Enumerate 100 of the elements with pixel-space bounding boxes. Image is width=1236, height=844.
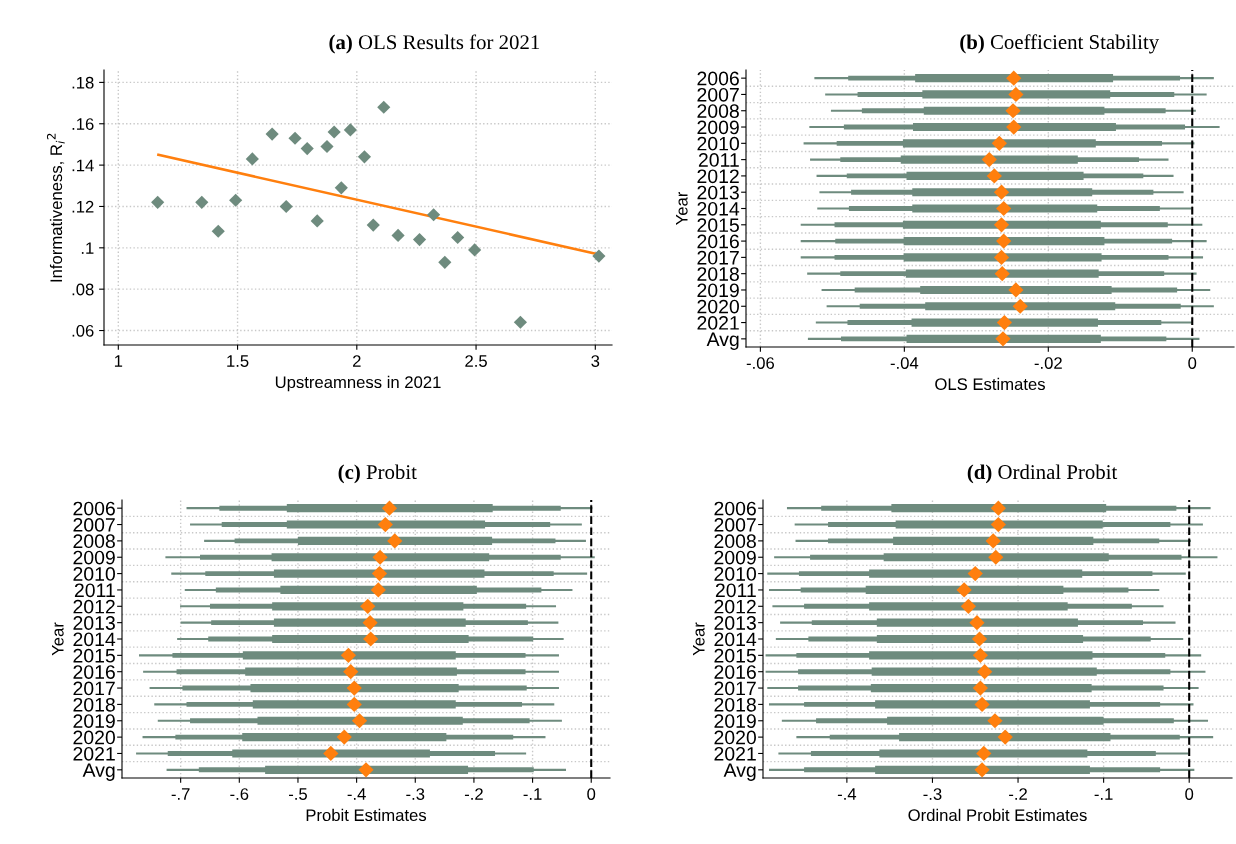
point <box>974 762 990 778</box>
point <box>323 745 339 762</box>
x-axis-title: Probit Estimates <box>306 808 427 822</box>
point <box>366 218 380 232</box>
y-tick-label: 2020 <box>714 730 756 745</box>
y-tick-label: 2011 <box>715 583 756 598</box>
point <box>972 647 988 663</box>
y-tick-label: 2019 <box>714 714 756 728</box>
point <box>351 713 368 729</box>
point <box>211 224 225 238</box>
y-axis-title: Informativeness, R$_{i}$$^{2}$ <box>46 133 65 282</box>
x-tick-label: 3 <box>591 355 600 367</box>
x-tick-label: 0 <box>1188 357 1197 369</box>
y-tick-label: 2008 <box>714 534 756 549</box>
point <box>363 631 379 647</box>
point <box>245 152 259 166</box>
point <box>381 500 398 516</box>
point <box>956 582 972 598</box>
point <box>343 123 357 137</box>
chart-title: (d) Ordinal Probit <box>967 464 1118 484</box>
x-axis-title: OLS Estimates <box>935 377 1045 391</box>
point <box>346 696 362 713</box>
y-axis-title: Year <box>676 191 688 225</box>
point <box>513 315 527 329</box>
y-tick-label: 2009 <box>714 550 756 565</box>
point <box>1012 298 1028 314</box>
y-tick-label: 2009 <box>697 120 739 135</box>
point <box>371 565 388 582</box>
y-tick-label: Avg <box>706 332 739 350</box>
y-tick-label: 2017 <box>73 681 115 696</box>
y-tick-label: .14 <box>72 159 94 172</box>
point <box>362 615 378 631</box>
point <box>334 181 348 195</box>
x-tick-label: -.1 <box>1094 788 1113 800</box>
point <box>990 516 1006 533</box>
point <box>451 230 465 245</box>
point <box>357 150 372 164</box>
point <box>1006 119 1022 135</box>
y-tick-label: 2007 <box>73 518 115 532</box>
y-tick-label: 2012 <box>714 599 756 614</box>
point <box>427 208 441 222</box>
point <box>592 249 606 263</box>
y-tick-label: .16 <box>72 118 94 130</box>
point <box>997 729 1013 745</box>
y-tick-label: 2015 <box>697 218 739 233</box>
point <box>986 168 1002 184</box>
y-tick-label: 2006 <box>714 501 756 516</box>
point <box>195 195 209 209</box>
point <box>1008 86 1024 103</box>
point <box>993 249 1010 265</box>
x-tick-label: 2.5 <box>465 355 487 367</box>
y-tick-label: 2006 <box>73 501 115 516</box>
y-tick-label: 2018 <box>714 697 756 712</box>
point <box>1006 70 1022 86</box>
y-tick-label: 2014 <box>73 632 116 647</box>
x-tick-label: -.04 <box>890 357 919 369</box>
point <box>391 228 405 242</box>
y-tick-label: 2013 <box>73 616 115 630</box>
x-tick-label: 0 <box>1185 788 1194 800</box>
point <box>229 193 243 207</box>
x-axis-title: Upstreamness in 2021 <box>275 375 441 392</box>
x-tick-label: 2 <box>353 355 361 367</box>
y-tick-label: 2012 <box>73 599 115 614</box>
point <box>976 745 992 762</box>
y-tick-label: 2017 <box>714 681 756 696</box>
x-tick-label: 1.5 <box>227 355 249 367</box>
y-tick-label: 2020 <box>697 299 739 314</box>
point <box>310 214 324 228</box>
y-tick-label: Avg <box>82 763 115 781</box>
point <box>340 647 357 663</box>
point <box>387 533 403 549</box>
point <box>985 533 1001 549</box>
point <box>327 125 341 139</box>
point <box>977 664 993 680</box>
chart-title: (c) Probit <box>338 464 417 484</box>
chart-title: (b) Coefficient Stability <box>960 34 1160 54</box>
y-tick-label: 2006 <box>697 71 739 86</box>
point <box>969 615 985 631</box>
point <box>358 762 374 778</box>
y-tick-label: 2021 <box>73 746 115 761</box>
y-tick-label: 2019 <box>697 283 739 298</box>
x-tick-label: 0 <box>587 788 596 800</box>
point <box>1005 103 1021 119</box>
point <box>370 582 386 598</box>
y-tick-label: .1 <box>81 242 94 254</box>
point <box>993 184 1010 200</box>
y-tick-label: 2016 <box>697 234 739 249</box>
point <box>994 266 1010 282</box>
point <box>987 713 1003 729</box>
x-tick-label: -.1 <box>523 788 542 800</box>
x-tick-label: -.6 <box>230 788 249 800</box>
y-tick-label: 2018 <box>697 267 739 281</box>
y-tick-label: 2017 <box>697 250 739 265</box>
point <box>438 255 452 269</box>
point <box>993 217 1010 233</box>
point <box>377 516 393 533</box>
point <box>996 233 1012 249</box>
x-tick-label: 1 <box>114 355 123 367</box>
y-tick-label: 2021 <box>714 746 756 761</box>
x-tick-label: -.3 <box>406 788 425 800</box>
